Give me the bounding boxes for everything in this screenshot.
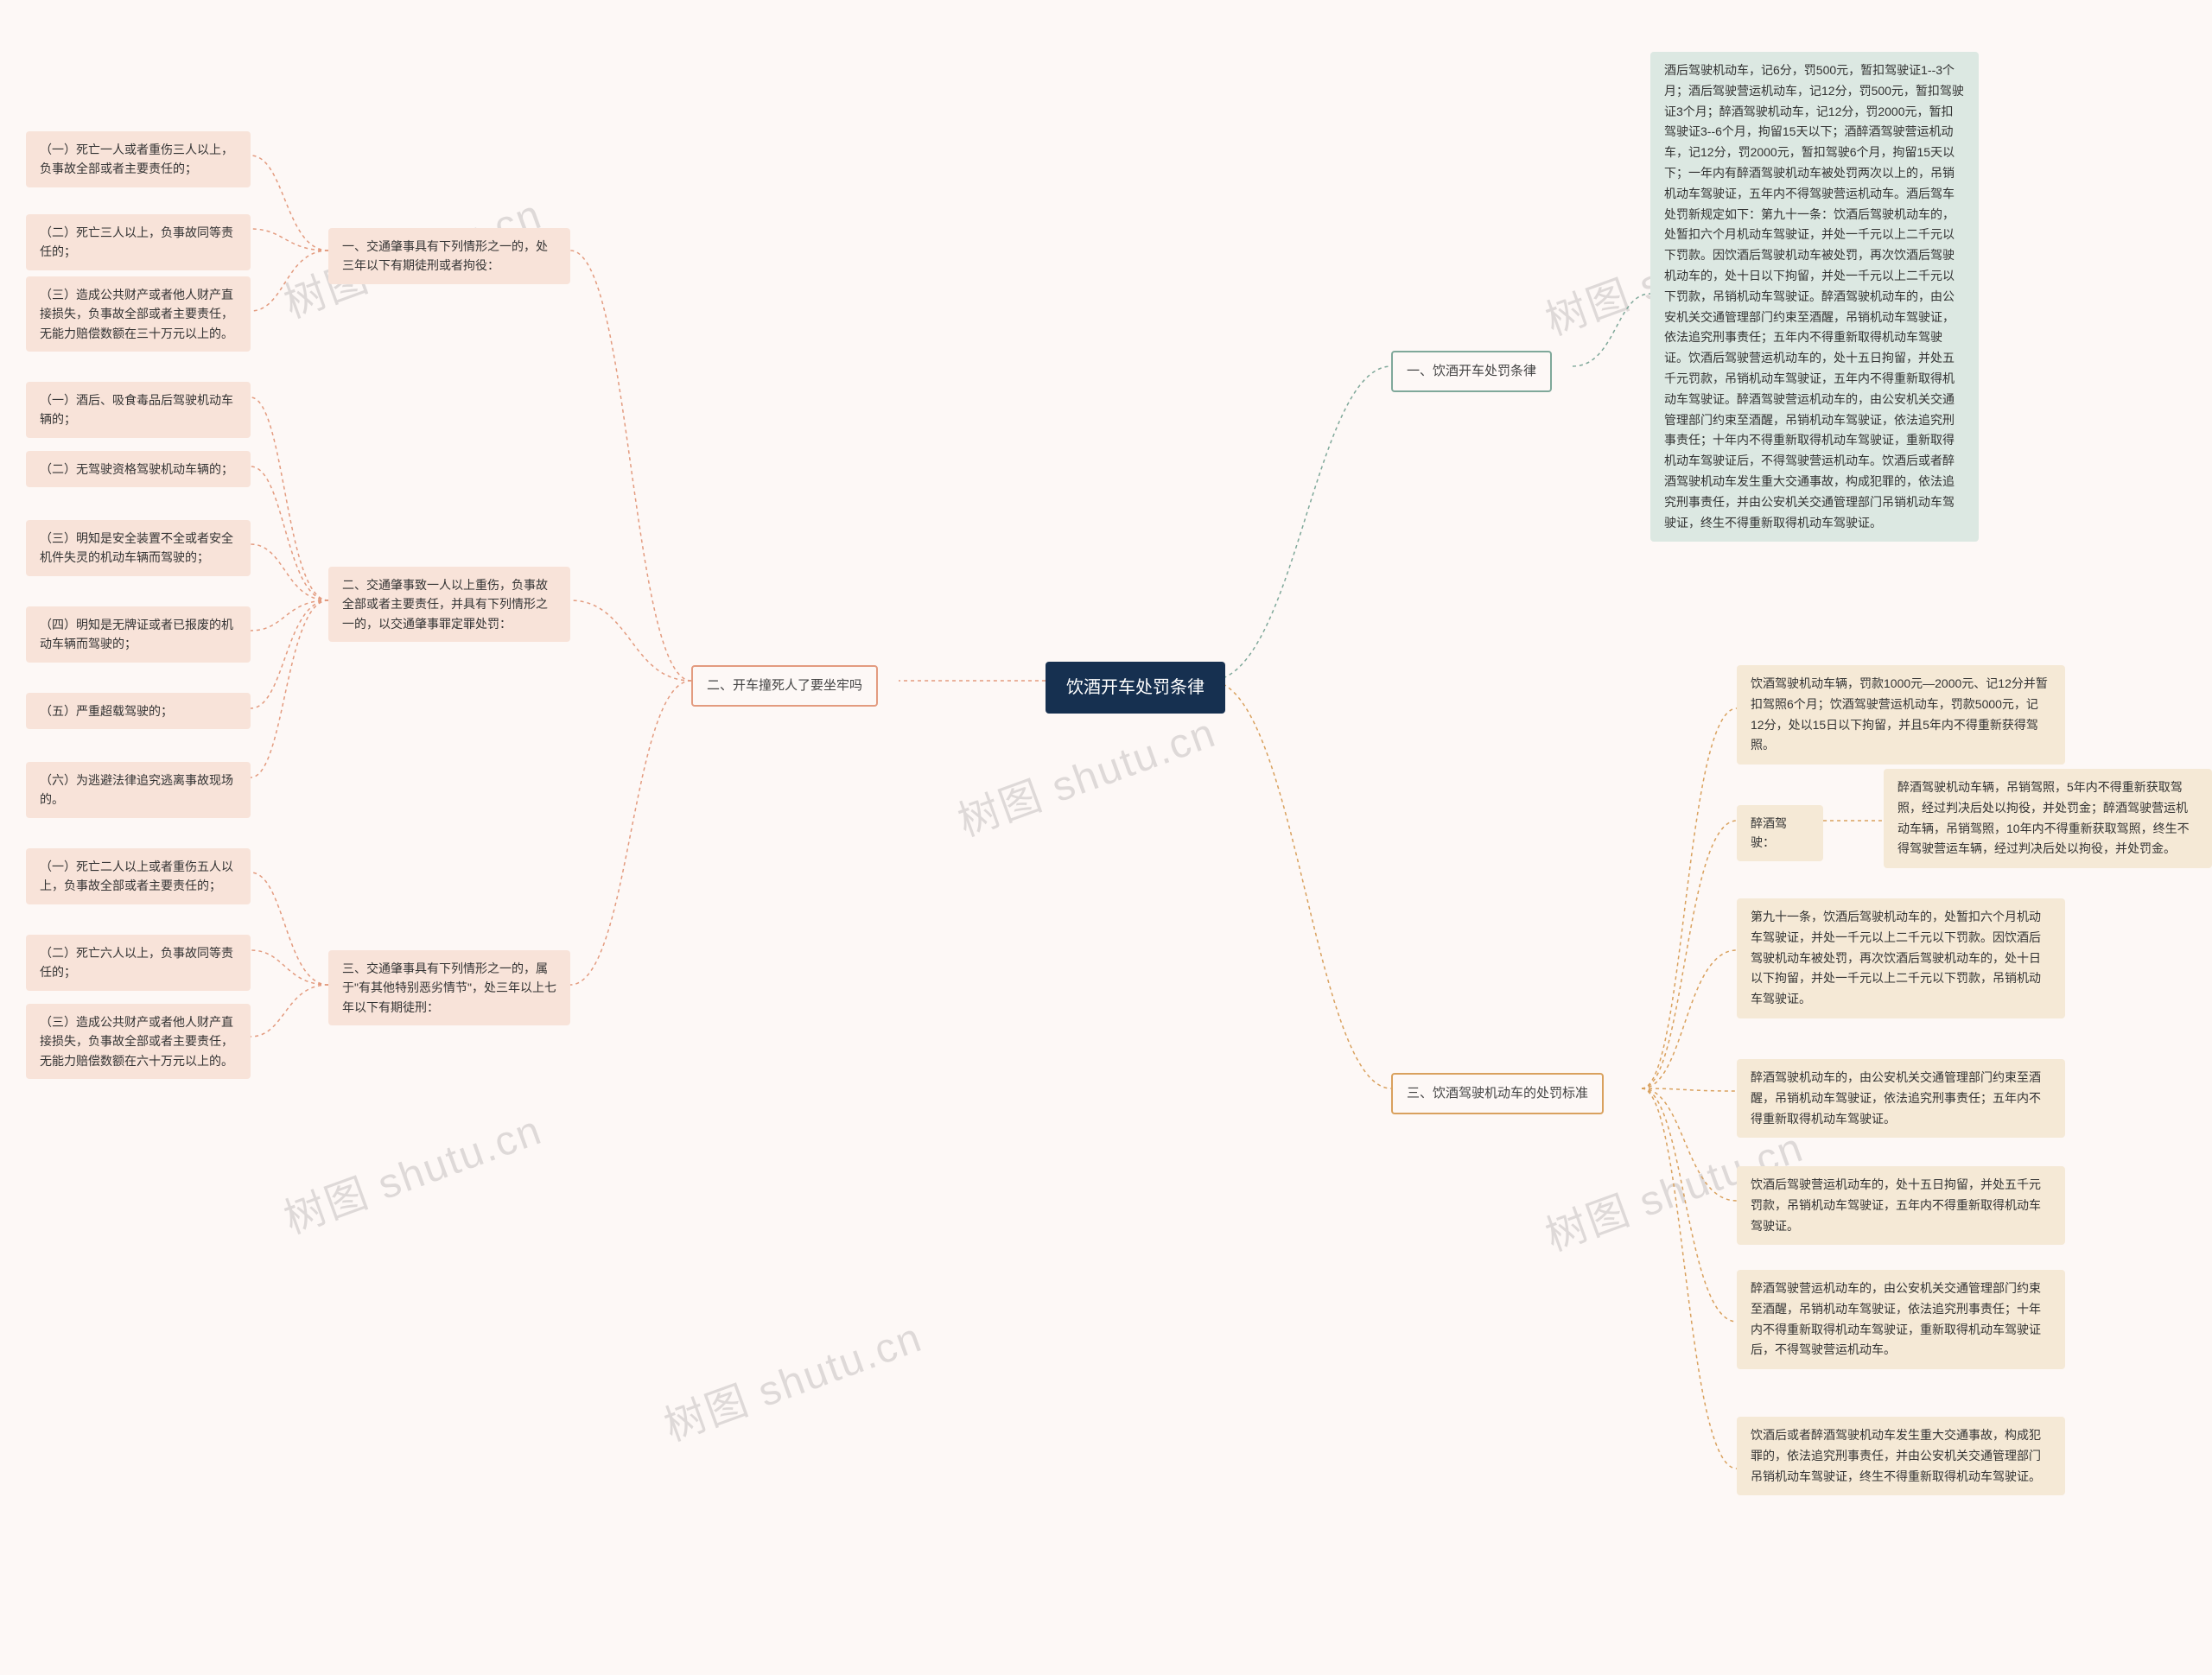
branch-2-sub-2-item-0: （一）死亡二人以上或者重伤五人以上，负事故全部或者主要责任的； <box>26 848 251 904</box>
branch-2-sub-0-label: 一、交通肇事具有下列情形之一的，处三年以下有期徒刑或者拘役： <box>342 239 548 272</box>
branch-2-sub-1-item-5: （六）为逃避法律追究逃离事故现场的。 <box>26 762 251 818</box>
branch-2-sub-1-item-2: （三）明知是安全装置不全或者安全机件失灵的机动车辆而驾驶的； <box>26 520 251 576</box>
branch-2-sub-0-item-0: （一）死亡一人或者重伤三人以上，负事故全部或者主要责任的； <box>26 131 251 187</box>
branch-3-item-3-text: 醉酒驾驶机动车的，由公安机关交通管理部门约束至酒醒，吊销机动车驾驶证，依法追究刑… <box>1751 1070 2041 1126</box>
branch-1-detail: 酒后驾驶机动车，记6分，罚500元，暂扣驾驶证1--3个月；酒后驾驶营运机动车，… <box>1650 52 1979 542</box>
branch-2-sub-1-label: 二、交通肇事致一人以上重伤，负事故全部或者主要责任，并具有下列情形之一的，以交通… <box>342 578 548 631</box>
branch-2-sub-1-item-1: （二）无驾驶资格驾驶机动车辆的； <box>26 451 251 487</box>
branch-2-sub-2-item-1: （二）死亡六人以上，负事故同等责任的； <box>26 935 251 991</box>
branch-3-item-4-text: 饮酒后驾驶营运机动车的，处十五日拘留，并处五千元罚款，吊销机动车驾驶证，五年内不… <box>1751 1177 2041 1233</box>
branch-2-sub-2-label: 三、交通肇事具有下列情形之一的，属于"有其他特别恶劣情节"，处三年以上七年以下有… <box>342 961 556 1014</box>
branch-3-item-6: 饮酒后或者醉酒驾驶机动车发生重大交通事故，构成犯罪的，依法追究刑事责任，并由公安… <box>1737 1417 2065 1495</box>
branch-3-item-4: 饮酒后驾驶营运机动车的，处十五日拘留，并处五千元罚款，吊销机动车驾驶证，五年内不… <box>1737 1166 2065 1245</box>
branch-2-sub-1-item-1-text: （二）无驾驶资格驾驶机动车辆的； <box>40 462 233 476</box>
branch-2-sub-2-item-2-text: （三）造成公共财产或者他人财产直接损失，负事故全部或者主要责任，无能力赔偿数额在… <box>40 1015 233 1068</box>
branch-1[interactable]: 一、饮酒开车处罚条律 <box>1391 351 1552 392</box>
branch-2-sub-0-item-2: （三）造成公共财产或者他人财产直接损失，负事故全部或者主要责任，无能力赔偿数额在… <box>26 276 251 352</box>
branch-2-label: 二、开车撞死人了要坐牢吗 <box>707 678 862 693</box>
watermark: 树图 shutu.cn <box>274 1096 549 1246</box>
branch-2-sub-1-item-0: （一）酒后、吸食毒品后驾驶机动车辆的； <box>26 382 251 438</box>
branch-3-item-0: 饮酒驾驶机动车辆，罚款1000元—2000元、记12分并暂扣驾照6个月；饮酒驾驶… <box>1737 665 2065 765</box>
root-label: 饮酒开车处罚条律 <box>1066 678 1205 697</box>
branch-2-sub-0-item-2-text: （三）造成公共财产或者他人财产直接损失，负事故全部或者主要责任，无能力赔偿数额在… <box>40 288 233 340</box>
branch-2-sub-1-item-4-text: （五）严重超载驾驶的； <box>40 704 173 718</box>
branch-3-item-3: 醉酒驾驶机动车的，由公安机关交通管理部门约束至酒醒，吊销机动车驾驶证，依法追究刑… <box>1737 1059 2065 1138</box>
branch-2-sub-1-item-0-text: （一）酒后、吸食毒品后驾驶机动车辆的； <box>40 393 233 426</box>
branch-2-sub-1: 二、交通肇事致一人以上重伤，负事故全部或者主要责任，并具有下列情形之一的，以交通… <box>328 567 570 642</box>
branch-2-sub-2-item-0-text: （一）死亡二人以上或者重伤五人以上，负事故全部或者主要责任的； <box>40 860 233 892</box>
branch-3-item-1-label-text: 醉酒驾驶： <box>1751 816 1787 849</box>
branch-3-item-6-text: 饮酒后或者醉酒驾驶机动车发生重大交通事故，构成犯罪的，依法追究刑事责任，并由公安… <box>1751 1428 2041 1483</box>
branch-3-item-1-label: 醉酒驾驶： <box>1737 805 1823 861</box>
watermark: 树图 shutu.cn <box>948 699 1223 848</box>
branch-3-item-2: 第九十一条，饮酒后驾驶机动车的，处暂扣六个月机动车驾驶证，并处一千元以上二千元以… <box>1737 898 2065 1018</box>
branch-2-sub-1-item-3-text: （四）明知是无牌证或者已报废的机动车辆而驾驶的； <box>40 618 233 650</box>
branch-1-detail-text: 酒后驾驶机动车，记6分，罚500元，暂扣驾驶证1--3个月；酒后驾驶营运机动车，… <box>1664 63 1964 530</box>
branch-3-item-5-text: 醉酒驾驶营运机动车的，由公安机关交通管理部门约束至酒醒，吊销机动车驾驶证，依法追… <box>1751 1281 2041 1356</box>
branch-3[interactable]: 三、饮酒驾驶机动车的处罚标准 <box>1391 1073 1604 1114</box>
branch-2-sub-2-item-1-text: （二）死亡六人以上，负事故同等责任的； <box>40 946 233 979</box>
branch-2-sub-2: 三、交通肇事具有下列情形之一的，属于"有其他特别恶劣情节"，处三年以上七年以下有… <box>328 950 570 1025</box>
root-node[interactable]: 饮酒开车处罚条律 <box>1046 662 1225 714</box>
branch-3-item-0-text: 饮酒驾驶机动车辆，罚款1000元—2000元、记12分并暂扣驾照6个月；饮酒驾驶… <box>1751 676 2048 752</box>
branch-2-sub-2-item-2: （三）造成公共财产或者他人财产直接损失，负事故全部或者主要责任，无能力赔偿数额在… <box>26 1004 251 1079</box>
branch-2-sub-0-item-1-text: （二）死亡三人以上，负事故同等责任的； <box>40 225 233 258</box>
branch-2-sub-1-item-2-text: （三）明知是安全装置不全或者安全机件失灵的机动车辆而驾驶的； <box>40 531 233 564</box>
branch-2-sub-1-item-3: （四）明知是无牌证或者已报废的机动车辆而驾驶的； <box>26 606 251 663</box>
branch-2-sub-0: 一、交通肇事具有下列情形之一的，处三年以下有期徒刑或者拘役： <box>328 228 570 284</box>
branch-3-label: 三、饮酒驾驶机动车的处罚标准 <box>1407 1086 1588 1101</box>
branch-2-sub-1-item-4: （五）严重超载驾驶的； <box>26 693 251 729</box>
branch-3-item-1-detail-text: 醉酒驾驶机动车辆，吊销驾照，5年内不得重新获取驾照，经过判决后处以拘役，并处罚金… <box>1897 780 2190 855</box>
branch-3-item-1-detail: 醉酒驾驶机动车辆，吊销驾照，5年内不得重新获取驾照，经过判决后处以拘役，并处罚金… <box>1884 769 2212 868</box>
branch-2-sub-0-item-0-text: （一）死亡一人或者重伤三人以上，负事故全部或者主要责任的； <box>40 143 233 175</box>
branch-2[interactable]: 二、开车撞死人了要坐牢吗 <box>691 665 878 707</box>
branch-3-item-5: 醉酒驾驶营运机动车的，由公安机关交通管理部门约束至酒醒，吊销机动车驾驶证，依法追… <box>1737 1270 2065 1369</box>
branch-2-sub-0-item-1: （二）死亡三人以上，负事故同等责任的； <box>26 214 251 270</box>
watermark: 树图 shutu.cn <box>654 1304 929 1453</box>
branch-2-sub-1-item-5-text: （六）为逃避法律追究逃离事故现场的。 <box>40 773 233 806</box>
branch-1-label: 一、饮酒开车处罚条律 <box>1407 364 1536 378</box>
branch-3-item-2-text: 第九十一条，饮酒后驾驶机动车的，处暂扣六个月机动车驾驶证，并处一千元以上二千元以… <box>1751 910 2041 1006</box>
